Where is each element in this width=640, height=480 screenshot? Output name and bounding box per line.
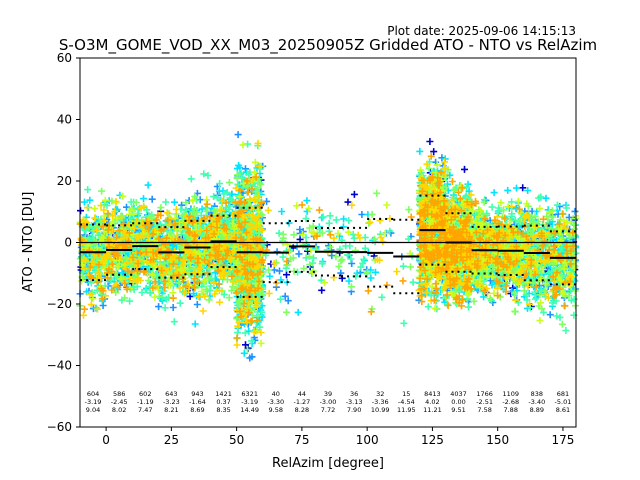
- bin-n-label: 681: [557, 390, 569, 398]
- bin-mean-label: -1.19: [137, 398, 154, 406]
- y-tick-label: 40: [57, 113, 72, 127]
- y-tick-label: −40: [47, 359, 72, 373]
- x-tick-label: 175: [551, 433, 574, 447]
- bin-std-label: 8.21: [164, 406, 178, 414]
- bin-std-label: 8.28: [295, 406, 309, 414]
- y-tick-label: −20: [47, 297, 72, 311]
- x-tick-label: 100: [356, 433, 379, 447]
- y-tick-label: 20: [57, 174, 72, 188]
- x-tick-label: 75: [294, 433, 309, 447]
- bin-std-label: 8.02: [112, 406, 126, 414]
- bin-mean-label: -3.36: [372, 398, 389, 406]
- bin-mean-label: -3.13: [346, 398, 363, 406]
- bin-mean-label: -3.23: [163, 398, 180, 406]
- bin-mean-label: -2.45: [111, 398, 128, 406]
- bin-std-label: 9.58: [269, 406, 283, 414]
- bin-mean-label: -3.30: [267, 398, 284, 406]
- chart-title: S-O3M_GOME_VOD_XX_M03_20250905Z Gridded …: [59, 36, 597, 55]
- bin-n-label: 6321: [241, 390, 258, 398]
- bin-std-label: 9.51: [451, 406, 465, 414]
- bin-n-label: 1766: [476, 390, 493, 398]
- bin-mean-label: -3.40: [528, 398, 545, 406]
- bin-mean-label: -4.54: [398, 398, 415, 406]
- bin-std-label: 8.89: [530, 406, 544, 414]
- bin-mean-label: 0.37: [216, 398, 230, 406]
- x-axis: 0 25 50 75 100 125 150 175: [102, 427, 574, 447]
- bin-std-label: 7.58: [477, 406, 491, 414]
- bin-mean-label: -2.68: [502, 398, 519, 406]
- bin-mean-label: -3.19: [241, 398, 258, 406]
- plot-date: Plot date: 2025-09-06 14:15:13: [387, 24, 576, 38]
- y-axis-label: ATO - NTO [DU]: [21, 192, 36, 293]
- bin-mean-label: -2.51: [476, 398, 493, 406]
- bin-n-label: 604: [87, 390, 99, 398]
- bin-n-label: 943: [191, 390, 203, 398]
- bin-mean-label: -5.01: [555, 398, 572, 406]
- bin-std-label: 8.69: [190, 406, 204, 414]
- y-tick-label: 60: [57, 51, 72, 65]
- bin-mean-label: -1.64: [189, 398, 206, 406]
- bin-std-label: 7.90: [347, 406, 361, 414]
- bin-std-label: 9.04: [86, 406, 100, 414]
- x-tick-label: 125: [421, 433, 444, 447]
- bin-n-label: 1421: [215, 390, 232, 398]
- bin-std-label: 7.47: [138, 406, 152, 414]
- y-axis: −60 −40 −20 0 20 40 60: [47, 51, 80, 434]
- x-tick-label: 25: [164, 433, 179, 447]
- bin-mean-label: 4.02: [425, 398, 439, 406]
- x-tick-label: 150: [486, 433, 509, 447]
- bin-std-label: 10.99: [371, 406, 390, 414]
- bin-mean-label: -3.19: [85, 398, 102, 406]
- bin-mean-label: -3.00: [320, 398, 337, 406]
- bin-std-label: 7.88: [503, 406, 517, 414]
- bin-n-label: 838: [531, 390, 543, 398]
- x-tick-label: 0: [102, 433, 110, 447]
- bin-n-label: 36: [350, 390, 358, 398]
- bin-n-label: 15: [402, 390, 410, 398]
- bin-std-label: 11.21: [423, 406, 442, 414]
- bin-n-label: 586: [113, 390, 125, 398]
- bin-n-label: 602: [139, 390, 151, 398]
- bin-std-label: 11.95: [397, 406, 416, 414]
- x-axis-label: RelAzim [degree]: [272, 456, 384, 471]
- x-tick-label: 50: [229, 433, 244, 447]
- bin-mean-label: -1.27: [293, 398, 310, 406]
- bin-std-label: 14.49: [240, 406, 259, 414]
- bin-n-label: 39: [324, 390, 332, 398]
- bin-n-label: 40: [272, 390, 280, 398]
- bin-n-label: 32: [376, 390, 384, 398]
- bin-n-label: 1109: [502, 390, 519, 398]
- y-tick-label: −60: [47, 420, 72, 434]
- bin-n-label: 4037: [450, 390, 467, 398]
- bin-statistics: 604-3.199.04586-2.458.02602-1.197.47643-…: [80, 194, 576, 414]
- y-tick-label: 0: [64, 236, 72, 250]
- bin-std-label: 8.35: [216, 406, 230, 414]
- bin-n-label: 643: [165, 390, 177, 398]
- bin-std-label: 7.72: [321, 406, 335, 414]
- bin-std-label: 8.61: [556, 406, 570, 414]
- bin-mean-label: 0.00: [451, 398, 465, 406]
- bin-n-label: 44: [298, 390, 306, 398]
- bin-n-label: 8413: [424, 390, 441, 398]
